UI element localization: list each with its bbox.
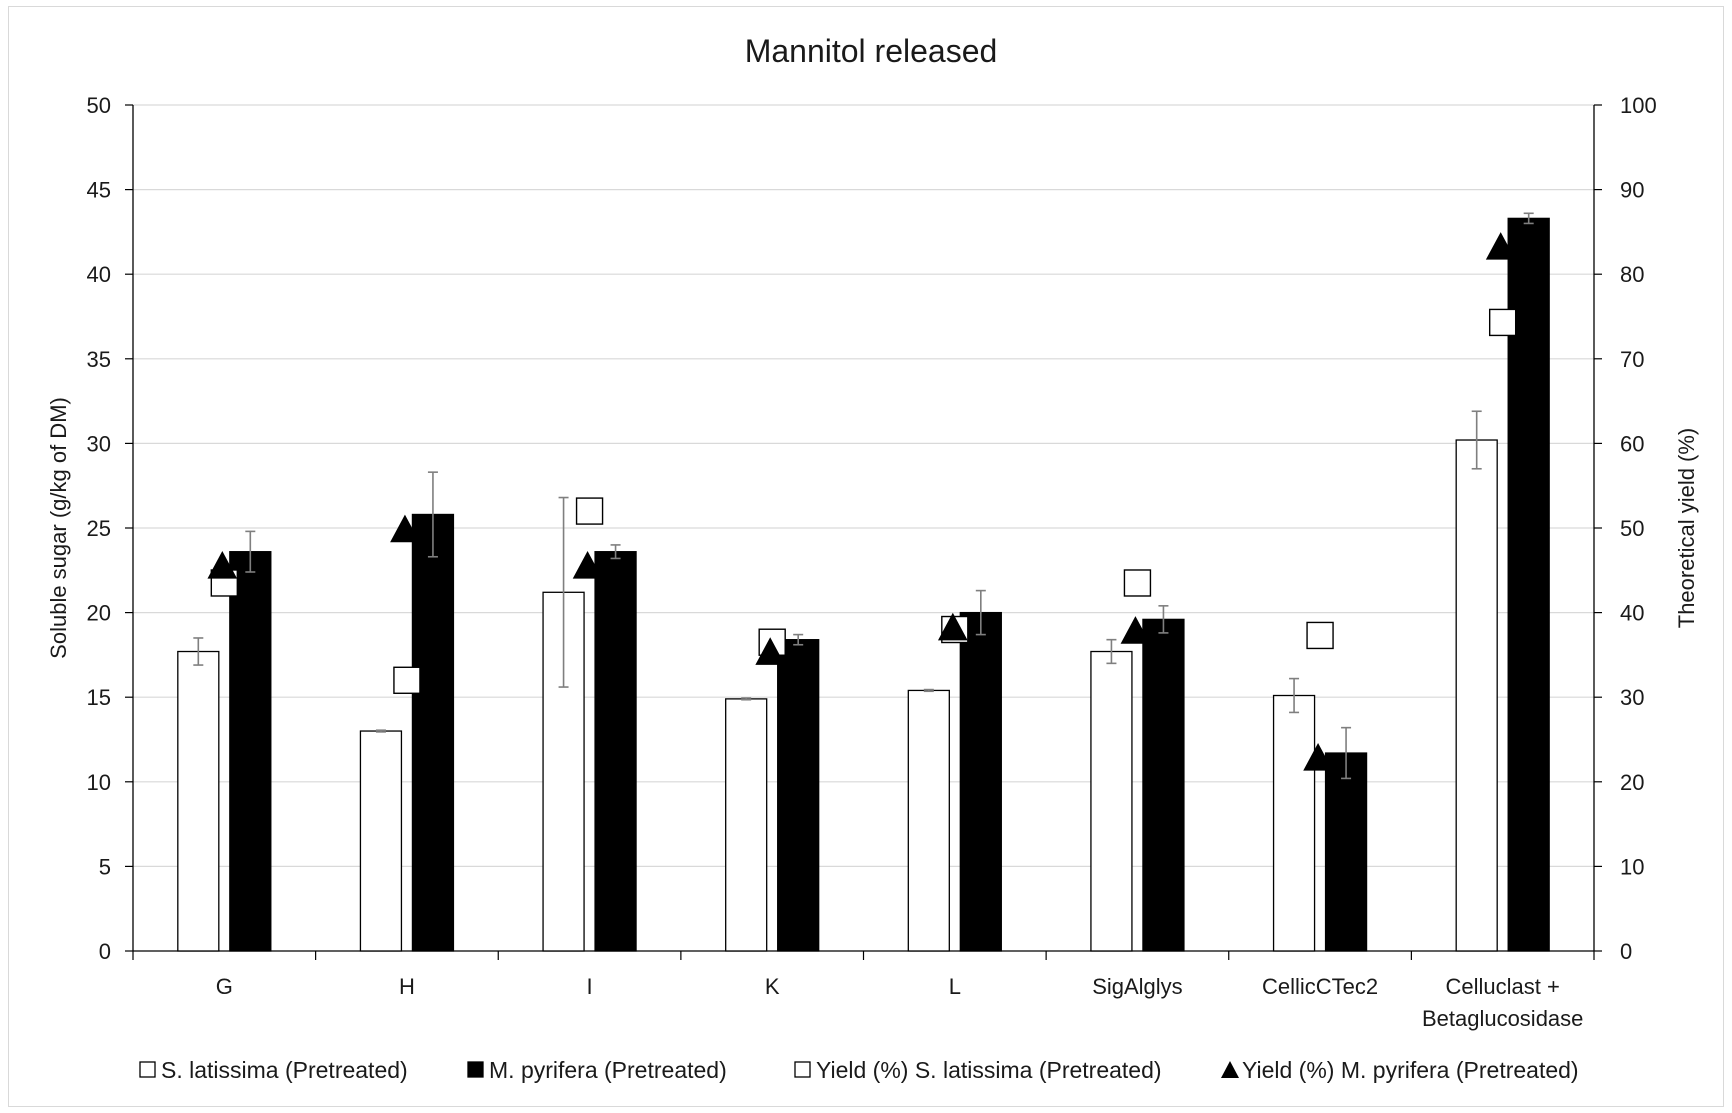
legend-swatch — [139, 1061, 156, 1078]
bar-m-pyrifera — [411, 513, 455, 952]
left-tick-label: 20 — [87, 601, 111, 626]
bar-s-latissima — [725, 698, 768, 952]
left-tick-label: 30 — [87, 431, 111, 456]
bar-s-latissima — [359, 730, 403, 952]
bar-m-pyrifera — [594, 551, 637, 952]
left-tick-label: 5 — [99, 854, 111, 879]
left-tick-label: 0 — [99, 939, 111, 964]
marker-yield-s-latissima — [575, 497, 604, 525]
bar-s-latissima — [1090, 650, 1133, 952]
right-tick-label: 20 — [1620, 770, 1644, 795]
category-label: H — [399, 974, 415, 999]
marker-yield-s-latissima — [1488, 308, 1517, 337]
bars — [177, 217, 1550, 952]
bar-m-pyrifera — [229, 551, 272, 952]
right-tick-label: 30 — [1620, 685, 1644, 710]
marker-yield-s-latissima — [393, 666, 421, 694]
marker-yield-m-pyrifera — [390, 514, 420, 543]
marker-yield-m-pyrifera — [207, 551, 238, 579]
bar-m-pyrifera — [1324, 752, 1368, 952]
chart-frame — [8, 6, 1724, 1107]
yield-markers — [207, 232, 1517, 771]
left-tick-label: 10 — [87, 770, 111, 795]
bar-s-latissima — [177, 650, 220, 952]
bar-m-pyrifera — [777, 639, 820, 952]
left-tick-label: 15 — [87, 685, 111, 710]
gridlines — [133, 104, 1594, 868]
category-label: I — [587, 974, 593, 999]
left-axis-tick-labels: 0 5 10 15 20 25 30 35 40 45 50 — [87, 93, 111, 964]
right-tick-label: 50 — [1620, 516, 1644, 541]
legend-swatch — [1221, 1061, 1239, 1078]
legend-label: M. pyrifera (Pretreated) — [489, 1057, 727, 1083]
error-bars — [193, 212, 1534, 780]
left-tick-label: 50 — [87, 93, 111, 118]
category-labels: G H I K L SigAlglys CellicCTec2 Celluclast + Bet… — [216, 974, 1584, 1031]
category-label: SigAlglys — [1092, 974, 1182, 999]
category-label: CellicCTec2 — [1262, 974, 1378, 999]
category-label: G — [216, 974, 233, 999]
bar-m-pyrifera — [959, 611, 1002, 952]
legend: S. latissima (Pretreated) M. pyrifera (Pr… — [139, 1057, 1579, 1083]
bar-s-latissima — [907, 689, 950, 952]
legend-label: Yield (%) S. latissima (Pretreated) — [816, 1057, 1162, 1083]
right-tick-label: 0 — [1620, 939, 1632, 964]
right-tick-label: 70 — [1620, 347, 1644, 372]
legend-swatch — [467, 1061, 484, 1078]
left-tick-label: 40 — [87, 262, 111, 287]
marker-yield-s-latissima — [1123, 569, 1152, 597]
marker-yield-m-pyrifera — [572, 551, 603, 579]
right-tick-label: 100 — [1620, 93, 1657, 118]
left-tick-label: 45 — [87, 178, 111, 203]
y2-axis-label: Theoretical yield (%) — [1674, 428, 1699, 629]
bar-m-pyrifera — [1142, 618, 1185, 952]
category-label: K — [765, 974, 780, 999]
bar-s-latissima — [1455, 439, 1498, 952]
right-tick-label: 10 — [1620, 854, 1644, 879]
right-axis-tick-labels: 0 10 20 30 40 50 60 70 80 90 100 — [1620, 93, 1657, 964]
chart-title: Mannitol released — [745, 33, 998, 69]
left-tick-label: 35 — [87, 347, 111, 372]
marker-yield-m-pyrifera — [1485, 232, 1516, 260]
legend-swatch — [794, 1061, 811, 1078]
category-label: Betaglucosidase — [1422, 1006, 1583, 1031]
marker-yield-m-pyrifera — [937, 612, 968, 641]
marker-yield-m-pyrifera — [755, 637, 786, 665]
right-tick-label: 80 — [1620, 262, 1644, 287]
bar-s-latissima — [1272, 694, 1316, 952]
marker-yield-m-pyrifera — [1120, 616, 1151, 644]
right-tick-label: 90 — [1620, 178, 1644, 203]
legend-label: S. latissima (Pretreated) — [161, 1057, 408, 1083]
bar-m-pyrifera — [1507, 217, 1550, 952]
category-label: Celluclast + — [1446, 974, 1560, 999]
marker-yield-s-latissima — [1306, 621, 1334, 650]
y-axis-label: Soluble sugar (g/kg of DM) — [46, 397, 71, 659]
right-tick-label: 40 — [1620, 601, 1644, 626]
right-tick-label: 60 — [1620, 431, 1644, 456]
marker-yield-m-pyrifera — [1303, 743, 1333, 771]
left-tick-label: 25 — [87, 516, 111, 541]
legend-label: Yield (%) M. pyrifera (Pretreated) — [1242, 1057, 1579, 1083]
axes — [125, 104, 1602, 960]
category-label: L — [949, 974, 961, 999]
